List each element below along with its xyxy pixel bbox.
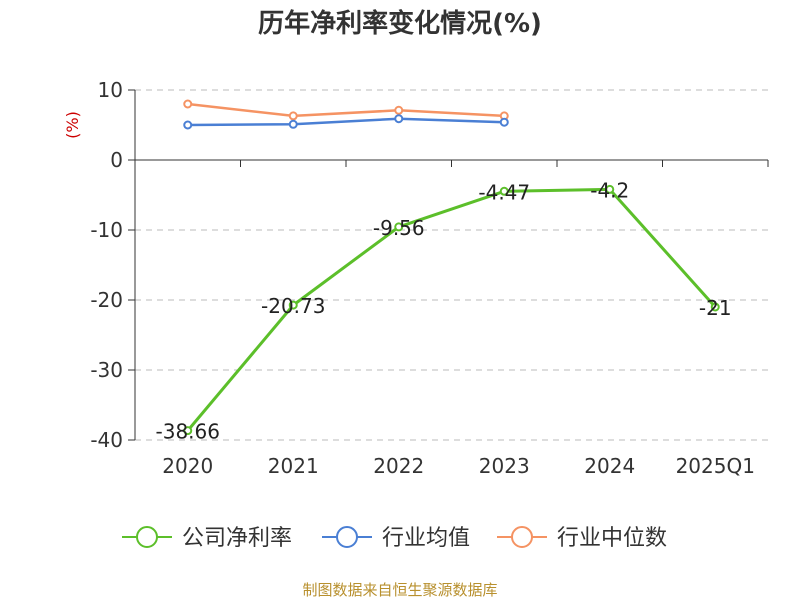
legend-marker [511, 526, 533, 548]
data-label: -4.47 [478, 180, 530, 204]
data-label: -9.56 [373, 216, 425, 240]
data-label: -4.2 [590, 178, 629, 202]
data-point[interactable] [394, 222, 404, 232]
y-tick-label: 0 [110, 148, 123, 172]
legend-item-0[interactable]: 公司净利率 [122, 526, 292, 551]
x-axis-ticks: 2020 2021 2022 2023 2024 2025Q1 [162, 454, 755, 478]
data-point[interactable] [183, 120, 193, 130]
chart-title: 历年净利率变化情况(%) [258, 8, 542, 39]
data-point[interactable] [394, 114, 404, 124]
data-point[interactable] [183, 99, 193, 109]
y-tick-label: 10 [98, 78, 123, 102]
series-group [183, 99, 720, 436]
x-tick-label: 2023 [479, 454, 530, 478]
legend-marker [336, 526, 358, 548]
data-label: -38.66 [156, 420, 220, 444]
legend-label: 行业均值 [382, 526, 470, 551]
series-line-1 [187, 117, 505, 127]
source-note: 制图数据来自恒生聚源数据库 [302, 581, 497, 599]
data-point[interactable] [288, 119, 298, 129]
legend-label: 公司净利率 [182, 526, 292, 551]
x-tick-label: 2024 [584, 454, 635, 478]
data-point[interactable] [499, 186, 509, 196]
x-tick-label: 2020 [162, 454, 213, 478]
x-tick-label: 2022 [373, 454, 424, 478]
x-tick-label: 2025Q1 [676, 454, 755, 478]
data-point[interactable] [499, 117, 509, 127]
data-point[interactable] [288, 300, 298, 310]
legend-marker [136, 526, 158, 548]
legend-item-2[interactable]: 行业中位数 [497, 526, 667, 551]
legend-label: 行业中位数 [557, 526, 667, 551]
y-axis-label: (%) [63, 111, 82, 139]
data-point[interactable] [288, 111, 298, 121]
data-labels: -38.66 -20.73 -9.56 -4.47 -4.2 -21 [156, 178, 732, 443]
legend[interactable]: 公司净利率 行业均值 行业中位数 [122, 526, 667, 551]
axes [128, 89, 769, 441]
series-line-2 [187, 102, 505, 118]
grid-lines [135, 89, 768, 441]
y-tick-label: -10 [90, 218, 123, 242]
series-line-0 [186, 187, 717, 432]
data-point[interactable] [710, 302, 720, 312]
y-tick-label: -30 [90, 358, 123, 382]
y-tick-label: -40 [90, 428, 123, 452]
x-tick-label: 2021 [268, 454, 319, 478]
y-tick-label: -20 [90, 288, 123, 312]
y-axis-ticks: 10 0 -10 -20 -30 -40 [90, 78, 123, 452]
data-point[interactable] [183, 426, 193, 436]
data-point[interactable] [394, 105, 404, 115]
data-point[interactable] [605, 184, 615, 194]
data-label: -20.73 [261, 294, 325, 318]
legend-item-1[interactable]: 行业均值 [322, 526, 470, 551]
data-label: -21 [699, 296, 732, 320]
